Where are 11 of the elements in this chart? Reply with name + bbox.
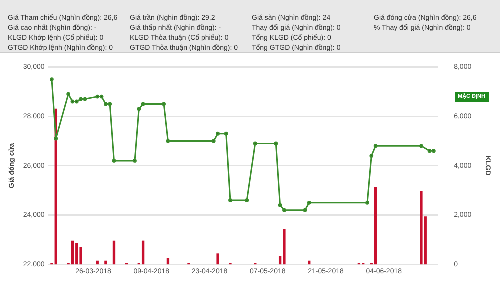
bar — [76, 243, 78, 265]
bar — [166, 258, 170, 265]
bar — [420, 191, 423, 265]
bar — [104, 260, 108, 265]
bar — [71, 240, 74, 265]
bar — [216, 254, 220, 265]
bar — [374, 187, 378, 265]
bar — [283, 228, 286, 265]
bar — [112, 240, 116, 265]
bar — [80, 247, 82, 265]
bar — [142, 240, 145, 265]
